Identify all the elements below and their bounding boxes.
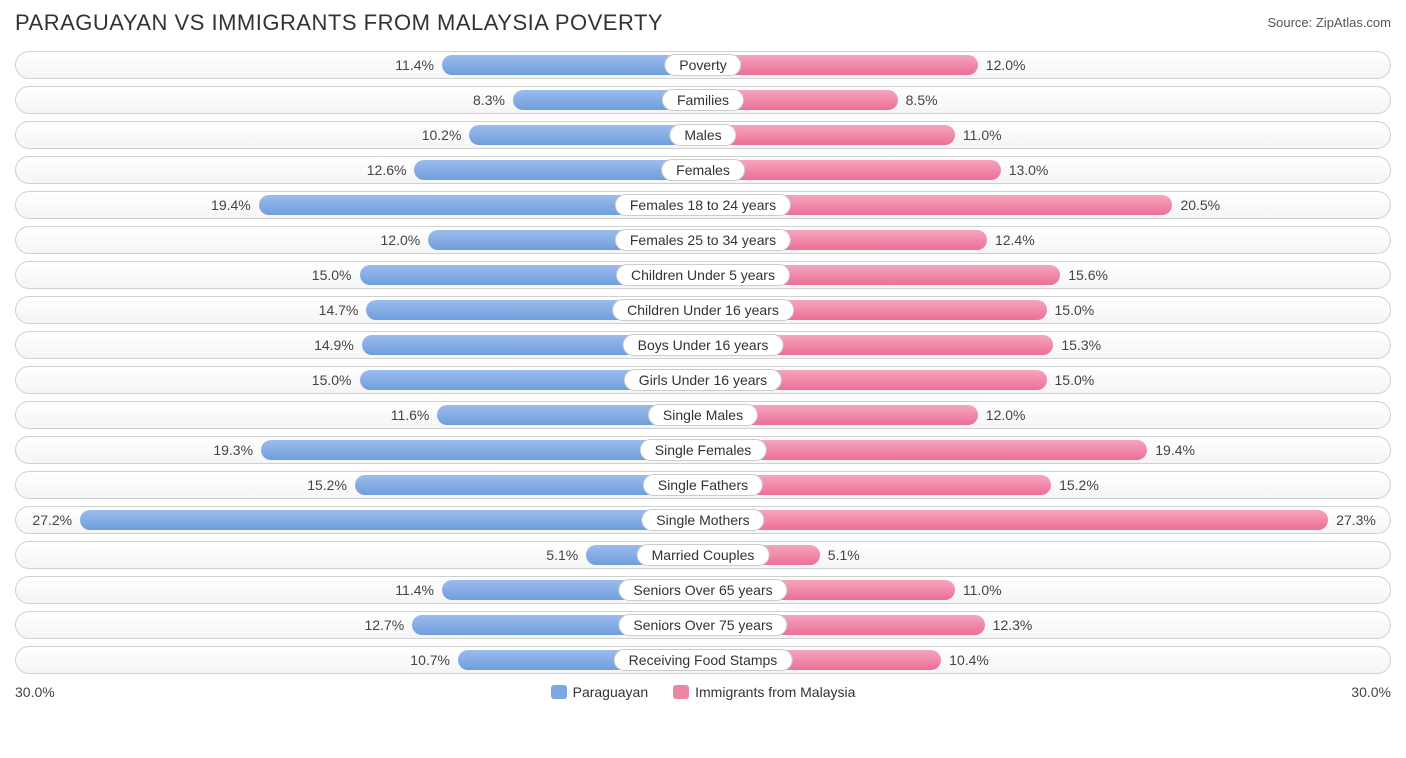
value-right: 12.0% [986,407,1026,423]
chart-row: 27.2% 27.3% Single Mothers [15,506,1391,534]
chart-row: 15.2% 15.2% Single Fathers [15,471,1391,499]
bar-left [469,125,703,145]
category-label: Boys Under 16 years [623,334,784,356]
category-label: Single Males [648,404,758,426]
legend-label-right: Immigrants from Malaysia [695,684,855,700]
category-label: Females 18 to 24 years [615,194,791,216]
axis-max-right: 30.0% [1351,684,1391,700]
source-name: ZipAtlas.com [1316,15,1391,30]
value-right: 15.3% [1061,337,1101,353]
value-right: 20.5% [1180,197,1220,213]
value-left: 11.6% [391,407,430,423]
chart-row: 19.4% 20.5% Females 18 to 24 years [15,191,1391,219]
value-right: 15.2% [1059,477,1099,493]
value-left: 15.0% [312,267,352,283]
chart-row: 11.4% 12.0% Poverty [15,51,1391,79]
chart-rows: 11.4% 12.0% Poverty 8.3% 8.5% Families 10.2% 11… [15,51,1391,674]
value-left: 11.4% [395,582,434,598]
header: PARAGUAYAN VS IMMIGRANTS FROM MALAYSIA P… [15,10,1391,36]
legend-item-left: Paraguayan [551,684,649,700]
category-label: Seniors Over 65 years [618,579,787,601]
value-right: 15.6% [1068,267,1108,283]
category-label: Single Mothers [641,509,764,531]
value-left: 14.7% [319,302,359,318]
value-left: 19.4% [211,197,251,213]
bar-left [414,160,703,180]
value-left: 11.4% [395,57,434,73]
category-label: Girls Under 16 years [624,369,782,391]
legend-swatch-right [673,685,689,699]
chart-row: 11.6% 12.0% Single Males [15,401,1391,429]
value-left: 27.2% [32,512,72,528]
chart-row: 12.7% 12.3% Seniors Over 75 years [15,611,1391,639]
value-right: 11.0% [963,127,1002,143]
value-left: 10.7% [410,652,450,668]
legend-item-right: Immigrants from Malaysia [673,684,855,700]
value-right: 8.5% [906,92,938,108]
value-left: 10.2% [422,127,462,143]
value-right: 12.3% [993,617,1033,633]
value-left: 8.3% [473,92,505,108]
category-label: Single Females [640,439,767,461]
chart-row: 11.4% 11.0% Seniors Over 65 years [15,576,1391,604]
chart-row: 15.0% 15.0% Girls Under 16 years [15,366,1391,394]
category-label: Females [661,159,745,181]
bar-right [703,510,1328,530]
value-left: 12.0% [381,232,421,248]
bar-right [703,55,978,75]
chart-title: PARAGUAYAN VS IMMIGRANTS FROM MALAYSIA P… [15,10,663,36]
chart-row: 14.9% 15.3% Boys Under 16 years [15,331,1391,359]
value-right: 13.0% [1009,162,1049,178]
category-label: Children Under 5 years [616,264,790,286]
value-right: 19.4% [1155,442,1195,458]
value-right: 15.0% [1055,302,1095,318]
chart-row: 10.7% 10.4% Receiving Food Stamps [15,646,1391,674]
value-left: 19.3% [213,442,253,458]
legend: Paraguayan Immigrants from Malaysia [551,684,856,700]
value-right: 5.1% [828,547,860,563]
value-right: 10.4% [949,652,989,668]
value-left: 14.9% [314,337,354,353]
chart-row: 12.0% 12.4% Females 25 to 34 years [15,226,1391,254]
bar-right [703,160,1001,180]
value-left: 15.0% [312,372,352,388]
category-label: Receiving Food Stamps [614,649,793,671]
bar-left [80,510,703,530]
value-right: 11.0% [963,582,1002,598]
category-label: Children Under 16 years [612,299,794,321]
chart-row: 15.0% 15.6% Children Under 5 years [15,261,1391,289]
bar-right [703,440,1147,460]
chart-row: 19.3% 19.4% Single Females [15,436,1391,464]
category-label: Females 25 to 34 years [615,229,791,251]
category-label: Males [669,124,736,146]
value-right: 12.0% [986,57,1026,73]
chart-row: 12.6% 13.0% Females [15,156,1391,184]
bar-left [261,440,703,460]
value-left: 5.1% [546,547,578,563]
value-left: 15.2% [307,477,347,493]
category-label: Married Couples [637,544,770,566]
legend-label-left: Paraguayan [573,684,649,700]
axis-max-left: 30.0% [15,684,55,700]
value-right: 15.0% [1055,372,1095,388]
category-label: Single Fathers [643,474,763,496]
category-label: Seniors Over 75 years [618,614,787,636]
value-left: 12.7% [364,617,404,633]
bar-right [703,125,955,145]
value-right: 27.3% [1336,512,1376,528]
chart-row: 14.7% 15.0% Children Under 16 years [15,296,1391,324]
category-label: Poverty [664,54,741,76]
footer: 30.0% Paraguayan Immigrants from Malaysi… [15,684,1391,700]
source-attribution: Source: ZipAtlas.com [1267,15,1391,30]
chart-row: 5.1% 5.1% Married Couples [15,541,1391,569]
chart-row: 10.2% 11.0% Males [15,121,1391,149]
value-left: 12.6% [367,162,407,178]
category-label: Families [662,89,744,111]
chart-row: 8.3% 8.5% Families [15,86,1391,114]
source-prefix: Source: [1267,15,1315,30]
value-right: 12.4% [995,232,1035,248]
legend-swatch-left [551,685,567,699]
